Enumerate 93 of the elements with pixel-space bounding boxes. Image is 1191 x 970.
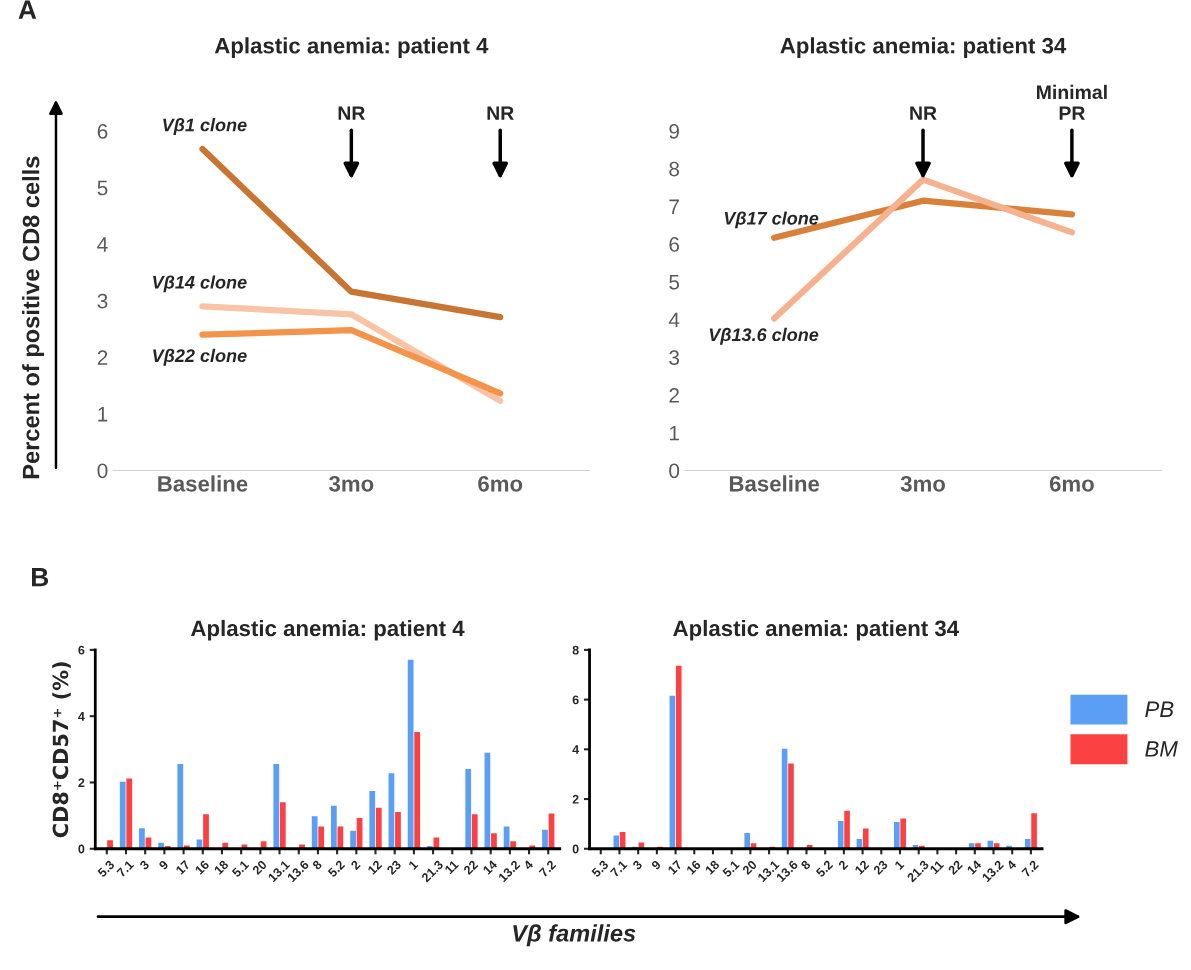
y-tick-label: 2	[572, 794, 579, 804]
x-tick-label: 6mo	[478, 475, 523, 492]
y-tick-label: 4	[78, 712, 85, 721]
y-tick-label: 0	[669, 463, 680, 479]
y-tick-label: 6	[572, 695, 579, 705]
y-tick-label: 4	[97, 237, 108, 252]
series-label: Vβ14 clone	[153, 275, 247, 293]
x-tick-label: 20	[251, 859, 268, 876]
x-tick-label: 5.3	[97, 859, 116, 878]
x-tick-label: 11	[444, 859, 459, 875]
x-tick-label: 7.2	[538, 859, 557, 878]
y-tick-label: 1	[98, 407, 108, 422]
y-tick-label: 6	[78, 645, 85, 655]
x-tick-label: 5.2	[327, 859, 346, 878]
y-tick-label: 2	[97, 350, 108, 365]
x-tick-label: 12	[367, 859, 383, 875]
y-tick-label: 3	[97, 293, 108, 309]
chart-title: Aplastic anemia: patient 4	[191, 619, 465, 641]
x-tick-label: 18	[213, 859, 229, 875]
x-tick-label: 6mo	[1049, 475, 1094, 492]
text: A	[18, 0, 37, 19]
x-tick-label: 13.1	[267, 859, 291, 883]
y-axis-title: CD8⁺CD57⁺ (%)	[52, 662, 71, 838]
x-tick-label: 3	[139, 859, 150, 871]
x-tick-label: 17	[667, 859, 683, 875]
x-tick-label: 22	[947, 859, 963, 876]
legend-label: BM	[1145, 741, 1178, 757]
x-tick-label: 3mo	[900, 475, 945, 492]
y-tick-label: 5	[669, 275, 680, 290]
x-tick-label: 7.1	[116, 859, 135, 878]
x-tick-label: 5.3	[591, 859, 609, 878]
x-tick-label: 11	[929, 859, 945, 875]
x-axis-title: Vβ families	[513, 924, 636, 947]
y-tick-label: 5	[97, 180, 108, 196]
x-tick-label: 12	[854, 859, 870, 875]
series-label: Vβ1 clone	[163, 118, 247, 135]
text: B	[32, 568, 49, 587]
x-tick-label: 20	[741, 859, 758, 876]
series-label: Vβ17 clone	[724, 211, 819, 229]
legend-label: PB	[1145, 701, 1174, 717]
y-tick-label: 8	[669, 161, 680, 177]
x-tick-label: 8	[800, 859, 812, 871]
x-tick-label: 23	[872, 859, 889, 876]
x-tick-label: 1	[894, 859, 905, 870]
x-tick-label: 22	[462, 859, 479, 876]
text: NR	[487, 106, 514, 120]
x-tick-label: 7.2	[1021, 859, 1039, 878]
x-tick-label: 5.1	[231, 859, 250, 878]
text: Minimal PR	[1037, 84, 1107, 120]
y-tick-label: 2	[78, 778, 85, 787]
x-tick-label: 9	[650, 859, 662, 871]
x-tick-label: 16	[194, 859, 210, 875]
y-tick-label: 7	[669, 199, 679, 214]
y-tick-label: 2	[669, 388, 679, 403]
y-tick-label: 9	[669, 123, 679, 139]
y-tick-label: 0	[97, 463, 108, 479]
y-tick-label: 0	[78, 844, 85, 854]
x-tick-label: 5.1	[722, 859, 740, 878]
chart-title: Aplastic anemia: patient 34	[780, 37, 1067, 58]
text: NR	[338, 106, 365, 120]
series-label: Vβ13.6 clone	[709, 327, 819, 345]
y-tick-label: 3	[669, 350, 680, 366]
x-tick-label: 5.2	[815, 859, 834, 878]
series-label: Vβ22 clone	[153, 348, 247, 366]
x-tick-label: 14	[966, 859, 982, 875]
y-tick-label: 4	[572, 745, 580, 754]
x-tick-label: 4	[1006, 859, 1017, 871]
x-tick-label: 1	[408, 859, 419, 870]
x-tick-label: 2	[837, 859, 849, 871]
x-tick-label: 18	[704, 859, 720, 875]
chart-title: Aplastic anemia: patient 4	[214, 37, 489, 58]
x-tick-label: 9	[158, 859, 169, 871]
x-tick-label: 23	[386, 859, 402, 876]
x-tick-label: 14	[482, 859, 498, 875]
x-tick-label: Baseline	[729, 475, 820, 492]
x-tick-label: Baseline	[158, 475, 248, 492]
y-tick-label: 6	[669, 237, 680, 252]
x-tick-label: 7.1	[609, 859, 628, 878]
x-tick-label: 3	[632, 859, 643, 871]
y-tick-label: 6	[97, 123, 108, 139]
chart-title: Aplastic anemia: patient 34	[673, 619, 959, 641]
x-tick-label: 8	[311, 859, 323, 871]
y-tick-label: 1	[669, 425, 679, 441]
y-tick-label: 4	[668, 312, 680, 328]
x-tick-label: 3mo	[329, 475, 374, 492]
y-tick-label: 0	[572, 844, 579, 854]
x-tick-label: 2	[350, 859, 361, 871]
x-tick-label: 4	[522, 859, 534, 871]
y-axis-title: Percent of positive CD8 cells	[22, 156, 45, 479]
x-tick-label: 16	[686, 859, 702, 875]
x-tick-label: 17	[175, 859, 191, 875]
y-tick-label: 8	[572, 645, 579, 655]
text: NR	[910, 106, 937, 120]
